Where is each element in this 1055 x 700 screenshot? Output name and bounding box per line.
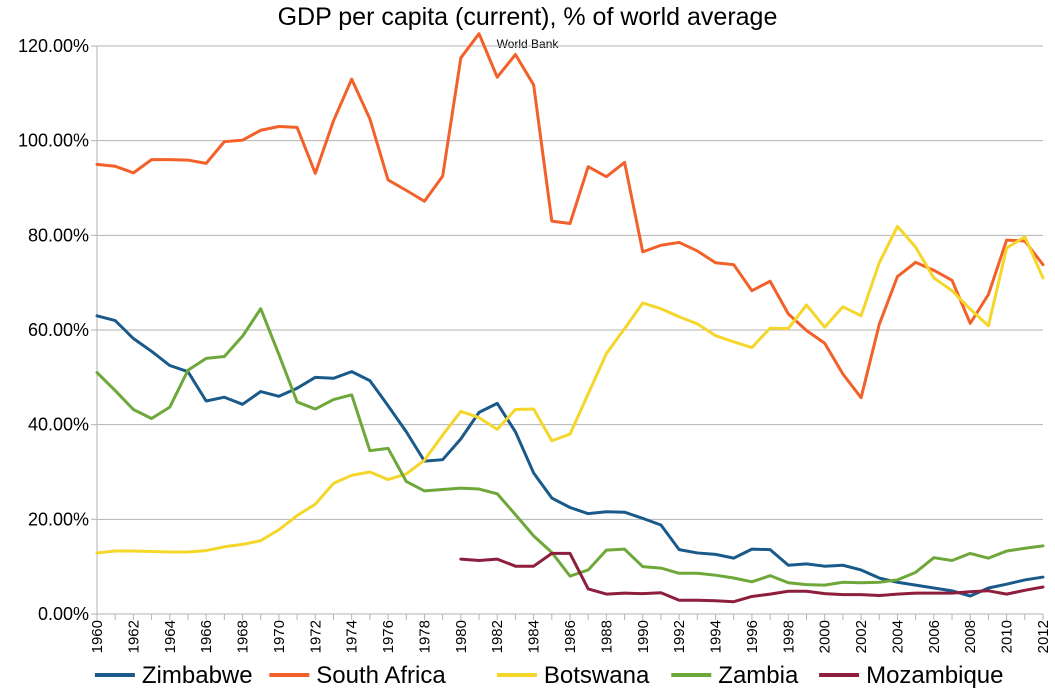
legend-label-south-africa: South Africa	[316, 662, 446, 689]
chart-title: GDP per capita (current), % of world ave…	[277, 3, 778, 31]
y-tick-label: 120.00%	[18, 36, 89, 56]
x-tick-label: 1980	[453, 620, 470, 653]
y-tick-label: 40.00%	[28, 415, 89, 435]
series-line-mozambique	[459, 551, 1045, 604]
x-tick-label: 1992	[671, 620, 688, 653]
y-axis-tick-labels: 0.00% 20.00% 40.00% 60.00% 80.00% 100.00% 120.…	[18, 36, 89, 624]
x-tick-label: 1966	[198, 620, 215, 653]
x-tick-label: 1964	[162, 620, 179, 653]
y-tick-label: 0.00%	[38, 604, 89, 624]
gridlines	[97, 45, 1043, 520]
x-tick-label: 1982	[489, 620, 506, 653]
series-line-south-africa	[95, 32, 1045, 400]
y-tick-label: 60.00%	[28, 320, 89, 340]
x-tick-label: 2010	[999, 620, 1016, 653]
x-tick-label: 1988	[598, 620, 615, 653]
y-tick-label: 100.00%	[18, 131, 89, 151]
legend-label-zimbabwe: Zimbabwe	[142, 662, 253, 689]
x-tick-label: 1984	[526, 620, 543, 653]
x-tick-label: 2012	[1035, 620, 1052, 653]
y-tick-label: 80.00%	[28, 225, 89, 245]
x-axis-tick-labels: 1960 1962 1964 1966 1968 1970 1972 1974 1976 1978…	[89, 620, 1052, 653]
x-tick-label: 1962	[125, 620, 142, 653]
x-tick-label: 1968	[235, 620, 252, 653]
x-tick-label: 2002	[853, 620, 870, 653]
x-tick-label: 2000	[817, 620, 834, 653]
series-line-botswana	[95, 224, 1045, 555]
x-tick-label: 1976	[380, 620, 397, 653]
x-tick-label: 1994	[708, 620, 725, 653]
legend: Zimbabwe South Africa Botswana Zambia Mozamb…	[94, 662, 1004, 689]
series-line-zambia	[95, 307, 1045, 587]
x-tick-label: 1974	[344, 620, 361, 653]
x-tick-label: 1998	[780, 620, 797, 653]
x-tick-label: 1960	[89, 620, 106, 653]
x-tick-label: 2008	[962, 620, 979, 653]
legend-label-botswana: Botswana	[544, 662, 650, 689]
x-tick-label: 1970	[271, 620, 288, 653]
legend-label-mozambique: Mozambique	[866, 662, 1003, 689]
axes	[91, 45, 1044, 620]
legend-label-zambia: Zambia	[718, 662, 799, 689]
series-lines	[95, 32, 1045, 604]
y-tick-label: 20.00%	[28, 509, 89, 529]
x-tick-label: 1990	[635, 620, 652, 653]
x-tick-label: 1996	[744, 620, 761, 653]
series-line-zimbabwe	[95, 314, 1045, 598]
x-tick-label: 1972	[307, 620, 324, 653]
x-tick-label: 2004	[889, 620, 906, 653]
x-tick-label: 2006	[926, 620, 943, 653]
x-tick-label: 1986	[562, 620, 579, 653]
chart-subtitle: World Bank	[496, 37, 559, 51]
x-tick-label: 1978	[416, 620, 433, 653]
